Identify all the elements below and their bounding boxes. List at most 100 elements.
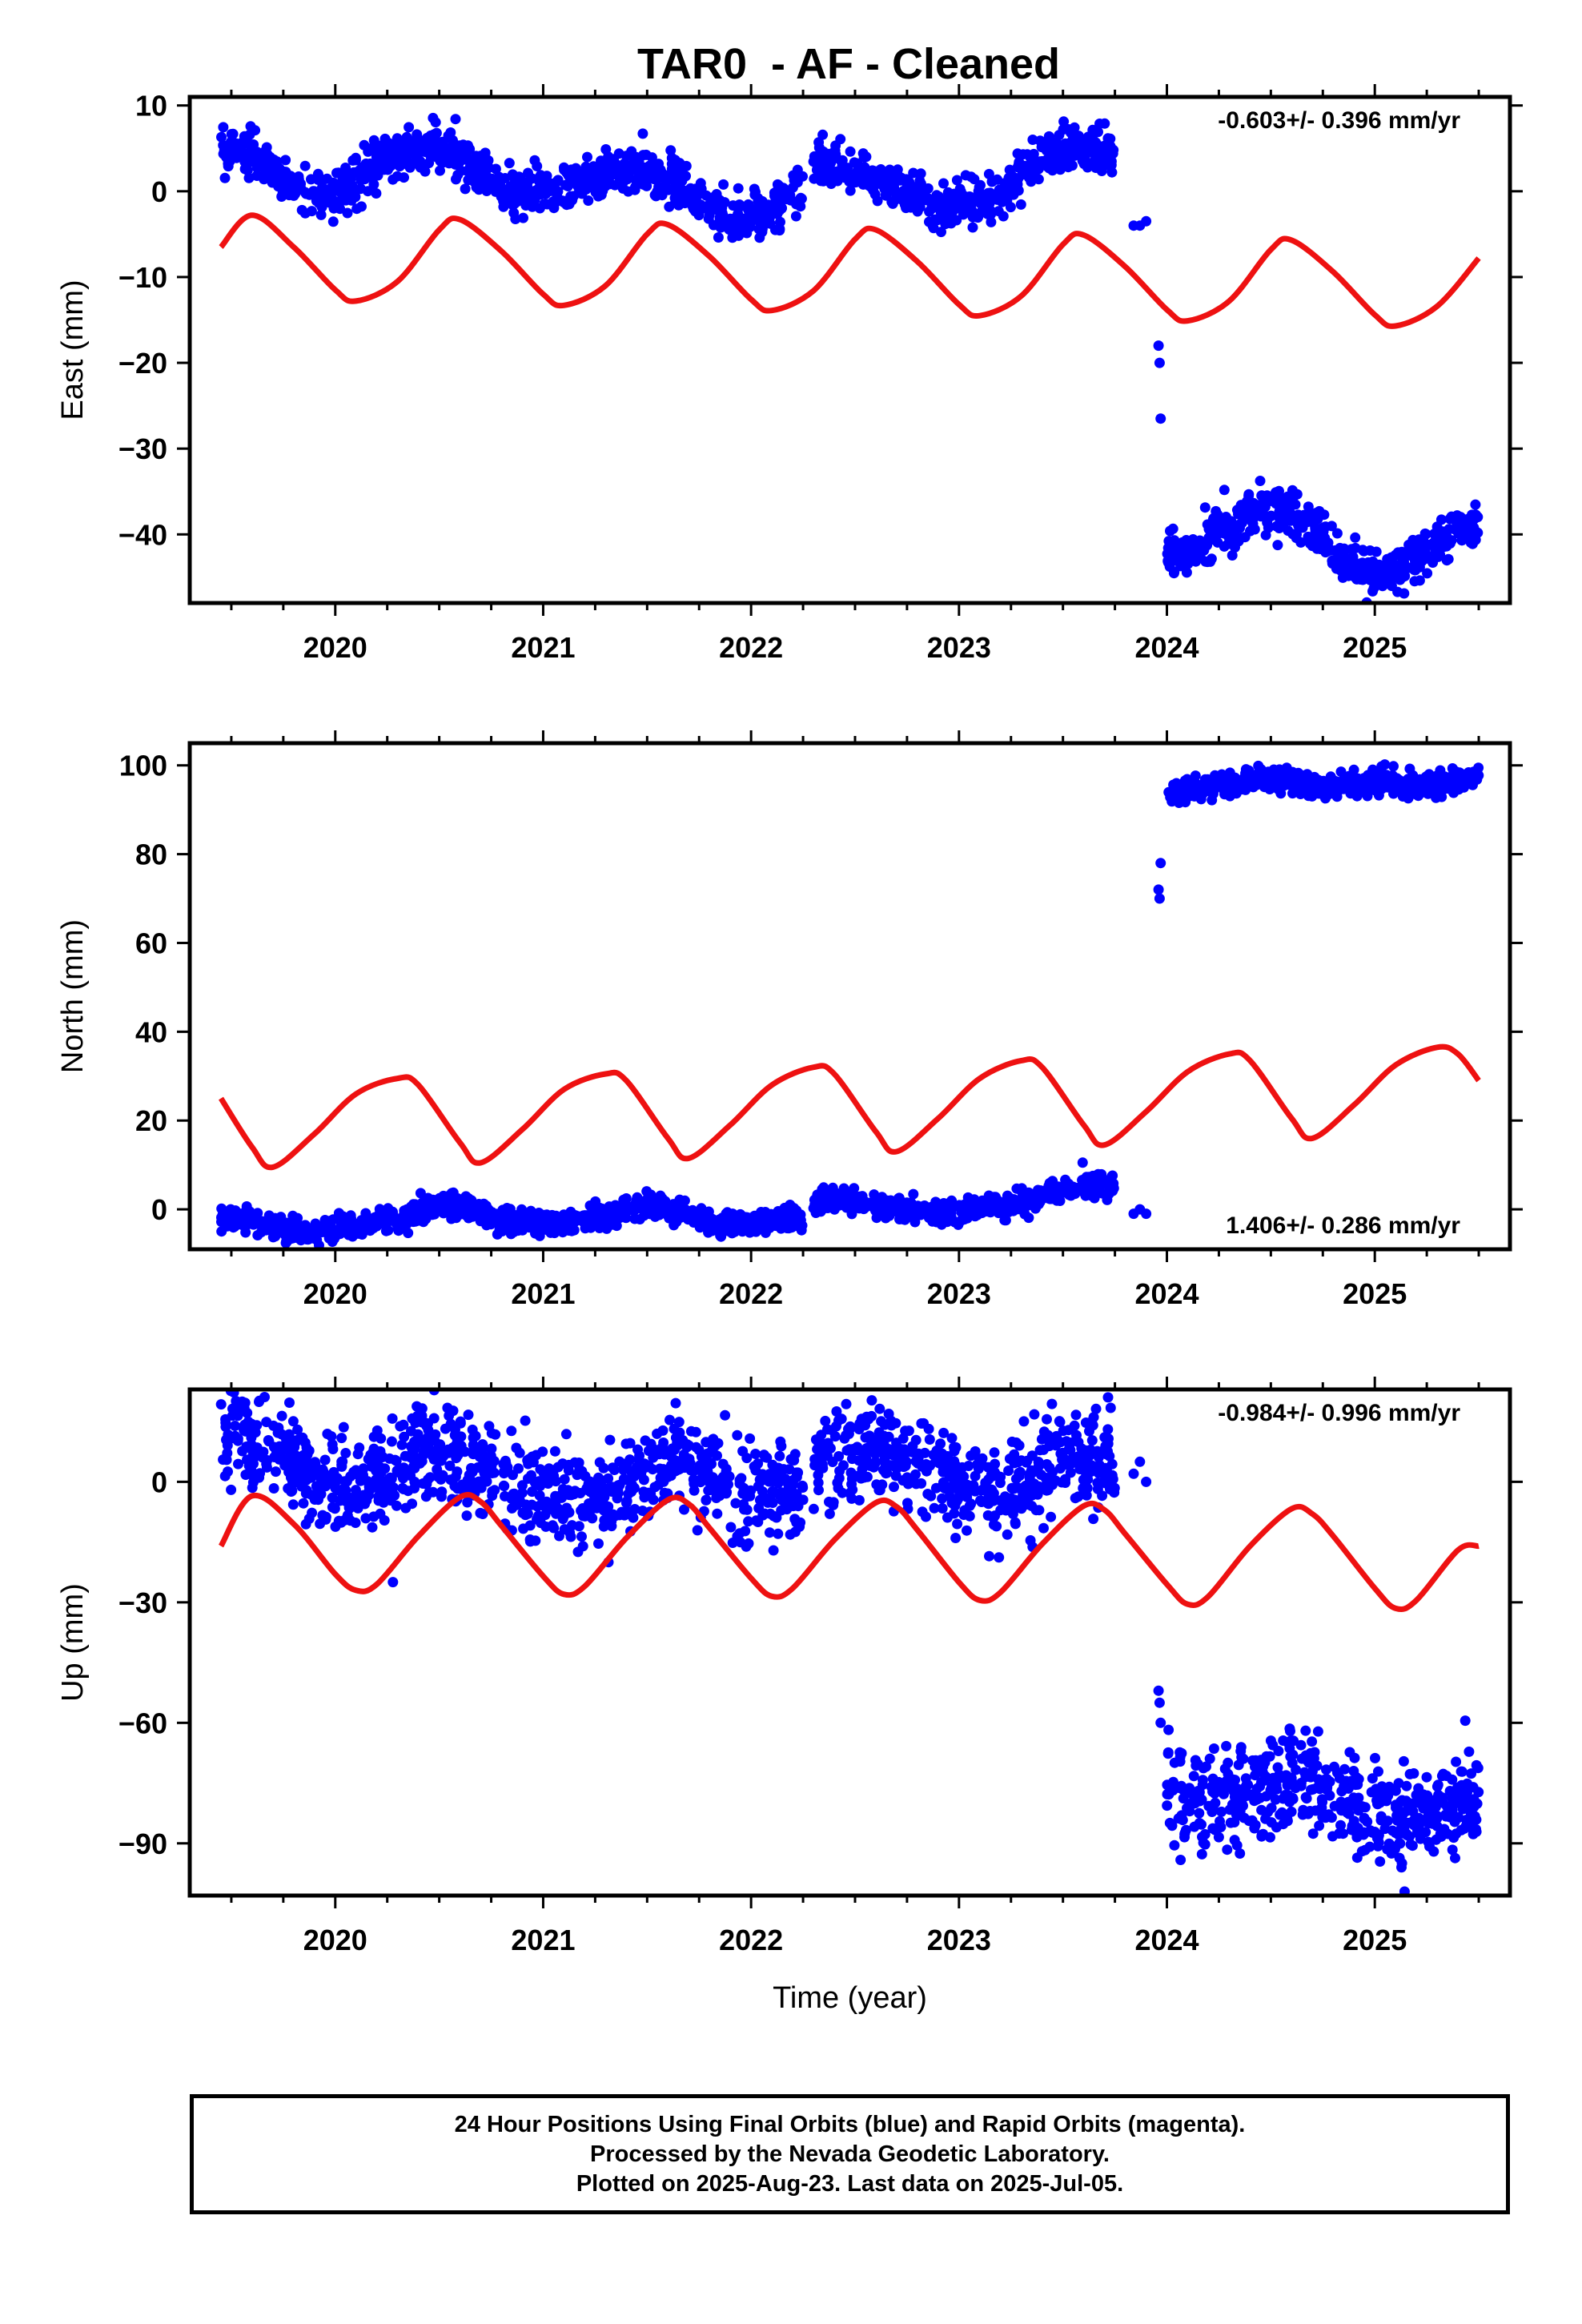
data-point	[927, 220, 938, 231]
data-point	[1435, 549, 1446, 561]
data-point	[701, 1494, 712, 1506]
data-point	[565, 1221, 576, 1232]
data-point	[721, 1208, 732, 1219]
data-point	[790, 211, 801, 222]
data-point	[1168, 779, 1179, 790]
data-point	[975, 179, 986, 191]
data-point	[1023, 172, 1034, 183]
data-point	[407, 1498, 418, 1510]
data-point	[460, 183, 471, 195]
data-point	[1349, 571, 1360, 582]
data-point	[387, 1482, 399, 1493]
data-point	[1472, 774, 1483, 785]
data-point	[769, 204, 781, 215]
data-point	[508, 1227, 520, 1237]
data-point	[695, 199, 706, 210]
data-point	[529, 155, 540, 166]
data-point	[1272, 540, 1283, 551]
data-point	[1235, 503, 1246, 514]
data-point	[909, 199, 921, 210]
data-point	[1107, 148, 1118, 159]
data-point	[1043, 131, 1054, 142]
data-point	[886, 196, 897, 207]
data-point	[428, 1486, 439, 1498]
data-point	[292, 1457, 303, 1468]
data-point	[1227, 517, 1238, 529]
data-point	[1036, 1191, 1047, 1202]
data-point	[893, 1192, 905, 1204]
data-point	[218, 122, 229, 133]
data-point	[746, 203, 757, 215]
data-point	[233, 1458, 243, 1470]
data-point	[514, 1494, 524, 1505]
data-point	[358, 1470, 368, 1481]
data-point	[1218, 770, 1228, 781]
data-point	[1275, 772, 1286, 783]
data-point	[1213, 528, 1224, 539]
data-point	[1092, 155, 1103, 166]
data-point	[673, 199, 685, 211]
data-point	[315, 209, 327, 220]
data-point	[940, 1210, 951, 1221]
data-point	[781, 1504, 793, 1515]
data-point	[287, 1232, 299, 1243]
data-point	[1141, 215, 1152, 227]
data-point	[299, 160, 311, 171]
data-point-group	[808, 1157, 1119, 1230]
data-point	[350, 152, 361, 163]
data-point	[1166, 537, 1177, 548]
data-point	[666, 152, 677, 163]
data-point	[1271, 521, 1282, 532]
data-point	[728, 200, 739, 211]
data-point	[909, 1203, 920, 1214]
data-point	[759, 1508, 770, 1519]
data-point	[399, 172, 409, 183]
data-point	[1037, 159, 1048, 170]
data-point	[1046, 1184, 1057, 1196]
data-point	[1331, 563, 1342, 574]
data-point	[221, 1454, 232, 1466]
data-point	[367, 1447, 379, 1458]
data-point	[524, 1534, 536, 1545]
data-point	[368, 1511, 379, 1522]
data-point	[933, 1202, 944, 1213]
data-point	[1382, 553, 1393, 565]
data-point	[1346, 785, 1357, 796]
data-point	[1295, 537, 1307, 548]
data-point	[451, 174, 461, 185]
data-point	[1467, 513, 1477, 525]
data-point	[593, 1538, 604, 1549]
data-point	[1357, 574, 1368, 585]
data-point	[573, 1521, 584, 1532]
data-point	[633, 1454, 644, 1466]
data-point	[672, 184, 683, 195]
data-point	[504, 158, 515, 169]
data-point	[449, 1197, 460, 1208]
data-point	[350, 1518, 361, 1528]
data-point	[291, 1435, 302, 1446]
x-tick-label: 2023	[927, 631, 991, 664]
data-point	[797, 1494, 809, 1506]
data-point	[1392, 547, 1403, 558]
data-point	[1106, 1180, 1117, 1192]
data-point	[1022, 149, 1033, 160]
data-point	[900, 201, 911, 212]
data-point	[326, 1431, 337, 1442]
data-point	[1337, 781, 1348, 792]
data-point	[299, 1437, 311, 1449]
data-point	[1331, 791, 1343, 802]
data-point	[1002, 187, 1014, 199]
data-point	[726, 1226, 737, 1237]
data-point	[656, 1205, 668, 1216]
data-point	[674, 158, 685, 169]
data-point	[360, 1513, 371, 1524]
data-point	[1283, 510, 1295, 521]
data-point	[723, 221, 734, 232]
data-point	[532, 1514, 542, 1525]
data-point	[745, 1490, 756, 1502]
data-point	[367, 1482, 379, 1493]
data-point	[351, 203, 363, 215]
data-point	[1379, 759, 1391, 770]
data-point	[582, 1219, 593, 1230]
data-point	[1105, 133, 1116, 144]
